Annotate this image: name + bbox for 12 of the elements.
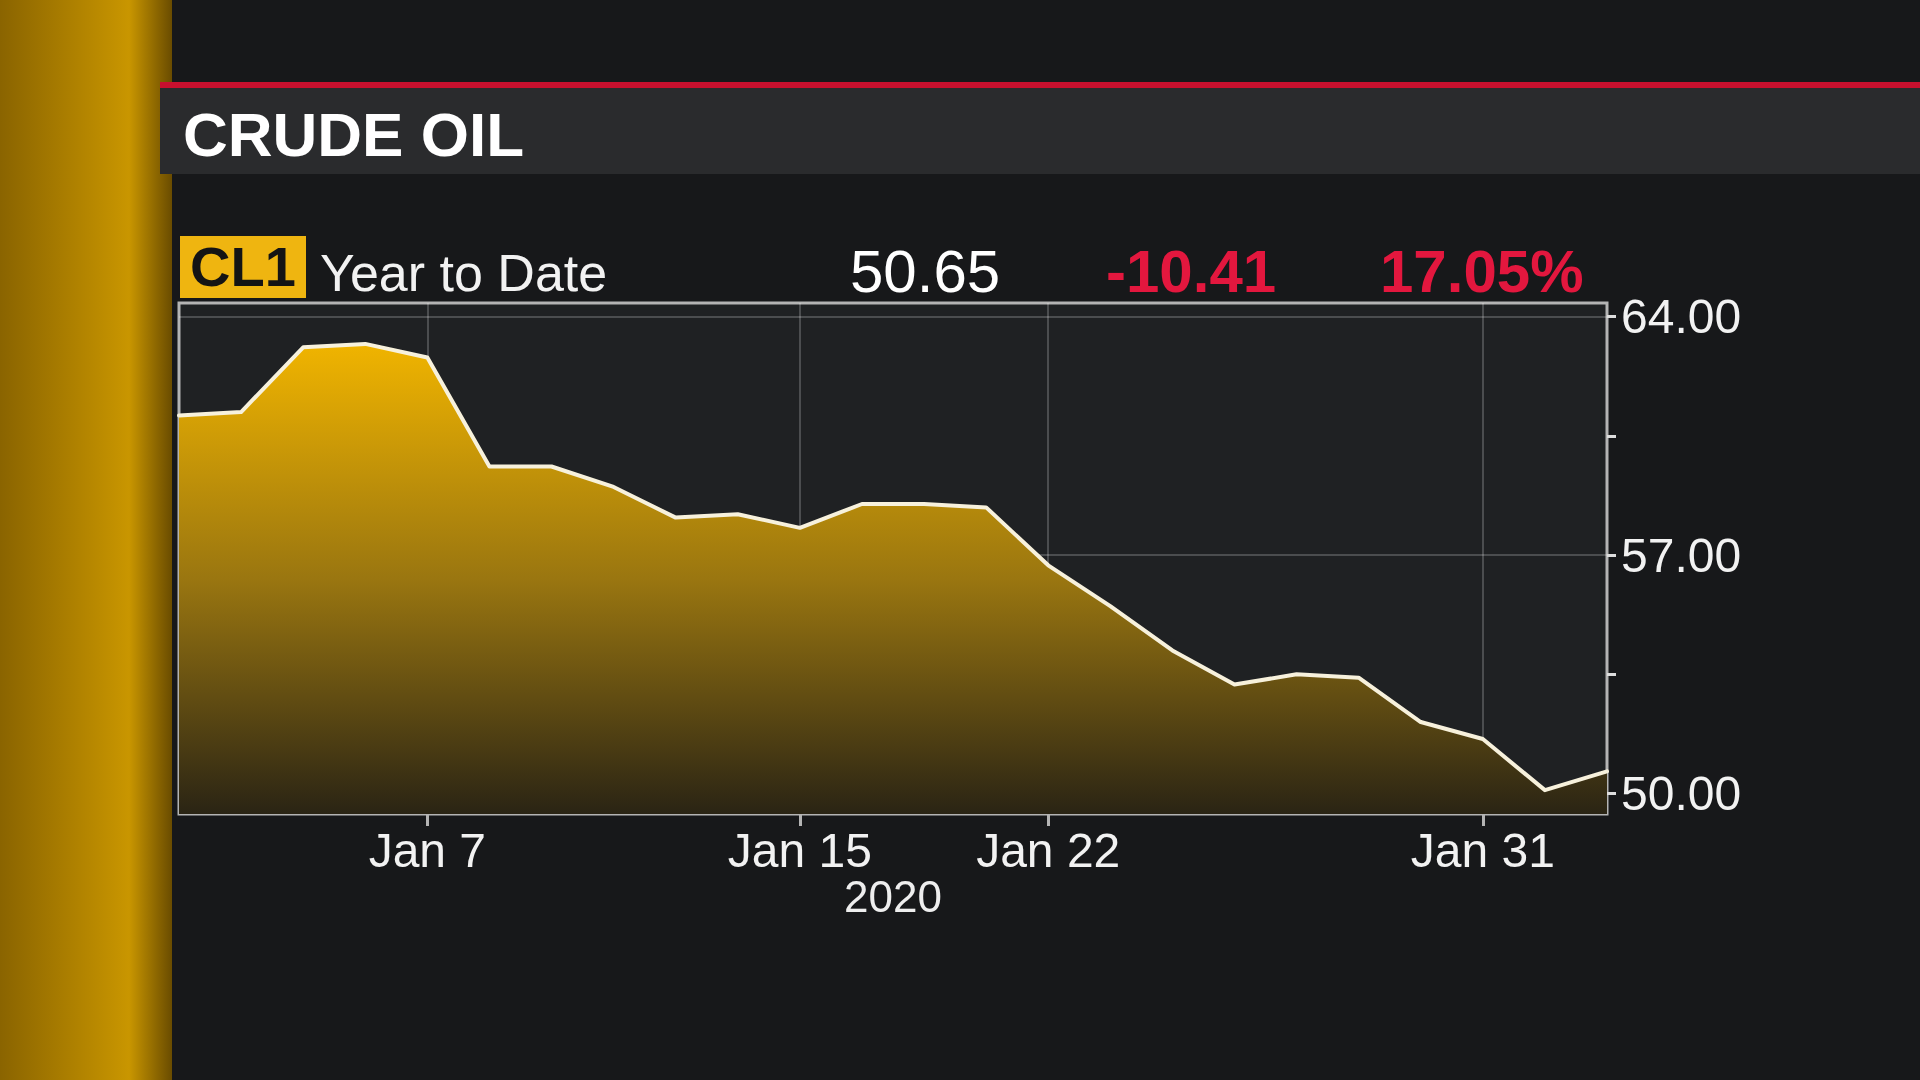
annotation: 50.65 — [850, 238, 1001, 305]
x-tick-label: Jan 22 — [976, 823, 1121, 877]
text: CL1 — [180, 235, 306, 298]
annotation: 17.05% — [1380, 238, 1584, 305]
y-tick-label: 50.00 — [1621, 767, 1742, 821]
x-tick-label: Jan 7 — [368, 823, 487, 877]
chart-title: CRUDE OIL — [183, 99, 524, 169]
text: Year to Date — [320, 244, 608, 302]
x-tick-label: Jan 31 — [1410, 823, 1555, 877]
y-tick-label: 57.00 — [1621, 528, 1742, 582]
y-tick-label: 64.00 — [1621, 290, 1742, 344]
annotation: -10.41 — [1106, 238, 1277, 305]
